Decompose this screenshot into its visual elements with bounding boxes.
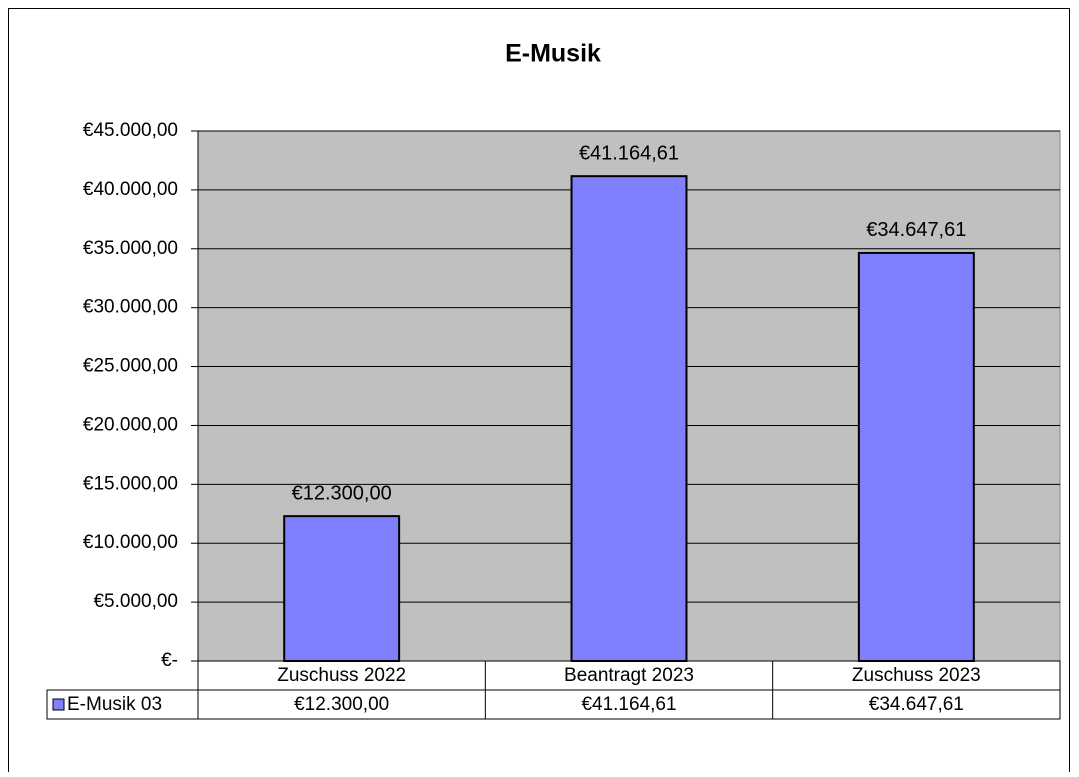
y-tick-label: €20.000,00: [83, 414, 178, 435]
y-tick-label: €15.000,00: [83, 473, 178, 494]
data-table-value: €34.647,61: [869, 694, 964, 715]
y-tick-label: €40.000,00: [83, 179, 178, 200]
data-table-value: €41.164,61: [581, 694, 676, 715]
chart-title: E-Musik: [505, 40, 601, 68]
y-tick-label: €45.000,00: [83, 120, 178, 141]
y-tick-label: €5.000,00: [93, 591, 178, 612]
legend-label: E-Musik 03: [67, 694, 162, 715]
data-label: €12.300,00: [292, 482, 392, 504]
y-tick-label: €-: [161, 650, 178, 671]
y-tick-label: €35.000,00: [83, 238, 178, 259]
x-tick-label: Beantragt 2023: [564, 665, 694, 686]
bar: [857, 251, 975, 662]
y-tick-label: €30.000,00: [83, 297, 178, 318]
data-table-cell: [46, 689, 1061, 720]
data-label: €41.164,61: [579, 142, 679, 164]
y-tick-label: €10.000,00: [83, 532, 178, 553]
bar: [283, 515, 401, 663]
x-tick-label: Zuschuss 2023: [852, 665, 981, 686]
data-table-value: €12.300,00: [294, 694, 389, 715]
y-tick-label: €25.000,00: [83, 356, 178, 377]
x-tick-label: Zuschuss 2022: [277, 665, 406, 686]
data-label: €34.647,61: [866, 219, 966, 241]
legend-key: [52, 698, 65, 711]
bar: [570, 175, 688, 663]
